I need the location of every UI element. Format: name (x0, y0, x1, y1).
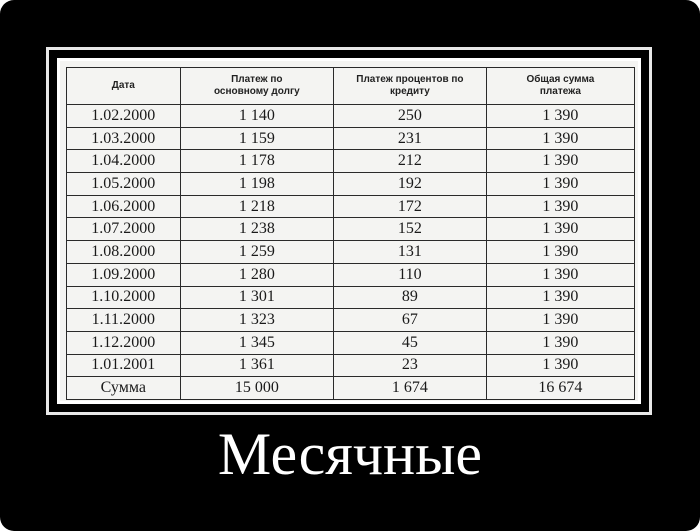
cell-date: 1.05.2000 (66, 172, 181, 196)
total-row: Сумма 15 000 1 674 16 674 (66, 376, 636, 400)
cell-total-payment: 1 390 (485, 172, 636, 196)
table-row: 1.05.2000 1 198 192 1 390 (66, 172, 636, 196)
cell-total-payment: 1 390 (485, 262, 636, 287)
cell-date: 1.03.2000 (66, 126, 181, 151)
cell-date: 1.07.2000 (66, 217, 181, 242)
table-row: 1.07.2000 1 238 152 1 390 (66, 217, 636, 242)
table-row: 1.10.2000 1 301 89 1 390 (66, 285, 636, 310)
cell-interest-payment: 250 (333, 104, 487, 128)
cell-date: 1.02.2000 (66, 104, 181, 128)
cell-principal-payment: 15 000 (179, 376, 335, 400)
cell-principal-payment: 1 301 (179, 285, 335, 310)
table-row: 1.11.2000 1 323 67 1 390 (66, 308, 636, 332)
cell-date: 1.08.2000 (66, 240, 181, 264)
cell-interest-payment: 212 (333, 149, 487, 174)
cell-principal-payment: 1 345 (179, 330, 335, 355)
cell-interest-payment: 89 (333, 285, 487, 310)
table-row: 1.06.2000 1 218 172 1 390 (66, 194, 636, 219)
cell-interest-payment: 67 (333, 308, 487, 332)
cell-total-payment: 16 674 (485, 376, 636, 400)
column-header-date: Дата (66, 67, 181, 105)
cell-date: 1.11.2000 (66, 308, 181, 332)
cell-principal-payment: 1 178 (179, 149, 335, 174)
column-header-interest-payment: Платеж процентов по кредиту (333, 67, 487, 105)
cell-total-payment: 1 390 (485, 149, 636, 174)
cell-interest-payment: 152 (333, 217, 487, 242)
cell-total-payment: 1 390 (485, 126, 636, 151)
cell-principal-payment: 1 361 (179, 353, 335, 378)
cell-principal-payment: 1 238 (179, 217, 335, 242)
cell-date: 1.04.2000 (66, 149, 181, 174)
cell-interest-payment: 45 (333, 330, 487, 355)
scanned-page: Дата Платеж по основному долгу Платеж проц… (57, 58, 641, 404)
cell-principal-payment: 1 259 (179, 240, 335, 264)
cell-principal-payment: 1 140 (179, 104, 335, 128)
cell-interest-payment: 131 (333, 240, 487, 264)
table-row: 1.03.2000 1 159 231 1 390 (66, 126, 636, 151)
cell-total-payment: 1 390 (485, 194, 636, 219)
table-row: 1.01.2001 1 361 23 1 390 (66, 353, 636, 378)
table-row: 1.04.2000 1 178 212 1 390 (66, 149, 636, 174)
cell-interest-payment: 172 (333, 194, 487, 219)
cell-total-payment: 1 390 (485, 104, 636, 128)
cell-interest-payment: 23 (333, 353, 487, 378)
image-frame: Дата Платеж по основному долгу Платеж проц… (46, 47, 652, 415)
table-row: 1.08.2000 1 259 131 1 390 (66, 240, 636, 264)
table-row: 1.12.2000 1 345 45 1 390 (66, 330, 636, 355)
column-header-total-payment: Общая сумма платежа (485, 67, 636, 105)
column-header-principal-payment: Платеж по основному долгу (179, 67, 335, 105)
cell-date: 1.09.2000 (66, 262, 181, 287)
cell-total-payment: 1 390 (485, 285, 636, 310)
cell-date: Сумма (66, 376, 181, 400)
cell-total-payment: 1 390 (485, 308, 636, 332)
cell-interest-payment: 1 674 (333, 376, 487, 400)
cell-total-payment: 1 390 (485, 353, 636, 378)
poster-caption: Месячные (217, 421, 483, 487)
cell-interest-payment: 231 (333, 126, 487, 151)
cell-principal-payment: 1 198 (179, 172, 335, 196)
cell-total-payment: 1 390 (485, 330, 636, 355)
cell-total-payment: 1 390 (485, 240, 636, 264)
table-row: 1.02.2000 1 140 250 1 390 (66, 104, 636, 128)
table-row: 1.09.2000 1 280 110 1 390 (66, 262, 636, 287)
cell-principal-payment: 1 218 (179, 194, 335, 219)
cell-interest-payment: 110 (333, 262, 487, 287)
cell-date: 1.06.2000 (66, 194, 181, 219)
cell-date: 1.12.2000 (66, 330, 181, 355)
cell-principal-payment: 1 280 (179, 262, 335, 287)
payment-schedule-table: Дата Платеж по основному долгу Платеж проц… (66, 67, 636, 400)
cell-date: 1.01.2001 (66, 353, 181, 378)
table-header-row: Дата Платеж по основному долгу Платеж проц… (66, 67, 636, 105)
cell-principal-payment: 1 159 (179, 126, 335, 151)
cell-total-payment: 1 390 (485, 217, 636, 242)
cell-interest-payment: 192 (333, 172, 487, 196)
cell-date: 1.10.2000 (66, 285, 181, 310)
cell-principal-payment: 1 323 (179, 308, 335, 332)
